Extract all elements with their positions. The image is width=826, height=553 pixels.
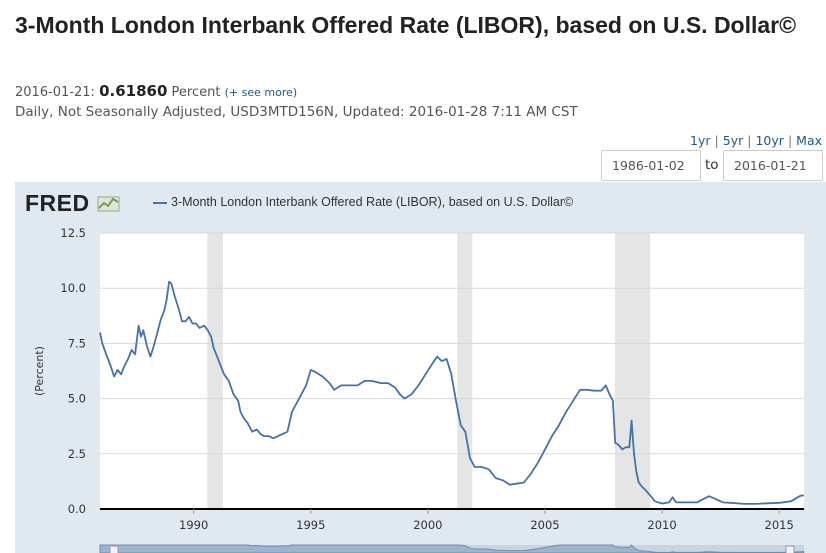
grid-lines: [100, 232, 804, 455]
y-tick-label: 10.0: [60, 281, 86, 295]
y-axis-label: (Percent): [33, 346, 46, 396]
range-separator: |: [714, 133, 719, 148]
x-tick-label: 2010: [647, 518, 676, 532]
navigator-strip[interactable]: [99, 544, 805, 553]
range-separator: |: [787, 133, 793, 148]
fred-chart-icon: [97, 196, 120, 212]
range-5yr-link[interactable]: 5yr: [722, 133, 744, 148]
recession-shading: [207, 233, 651, 509]
navigator-series: [99, 544, 805, 553]
end-date-input[interactable]: [723, 150, 823, 181]
recession-band: [207, 233, 223, 509]
range-separator: |: [747, 133, 752, 148]
y-axis-ticks: 0.0 2.5 5.0 7.5 10.0 12.5: [60, 226, 86, 516]
fred-logo-text: FRED: [25, 190, 90, 216]
plot-background: [100, 233, 804, 509]
navigator-handle-left[interactable]: [109, 545, 119, 553]
fred-logo: FRED: [25, 190, 121, 217]
navigator-handle-right[interactable]: [785, 545, 795, 553]
range-links: 1yr | 5yr | 10yr | Max: [690, 133, 822, 148]
recession-band: [615, 233, 651, 509]
x-tick-label: 2005: [530, 518, 559, 532]
x-tick-label: 2015: [765, 518, 794, 532]
latest-value: 0.61860: [99, 82, 168, 100]
libor-series-line: [99, 280, 804, 505]
latest-observation: 2016-01-21: 0.61860 Percent (+ see more): [15, 82, 297, 100]
start-date-input[interactable]: [601, 150, 701, 181]
x-tick-label: 1990: [179, 518, 208, 532]
y-tick-label: 7.5: [68, 336, 86, 350]
series-layer: [99, 280, 804, 505]
x-tick-label: 2000: [413, 518, 442, 532]
to-label: to: [705, 157, 719, 173]
recession-band: [457, 233, 473, 509]
x-axis-ticks: 1990 1995 2000 2005 2010 2015: [179, 509, 794, 532]
range-10yr-link[interactable]: 10yr: [755, 133, 784, 148]
range-1yr-link[interactable]: 1yr: [690, 133, 711, 148]
legend-swatch: [153, 201, 167, 204]
see-more-link[interactable]: (+ see more): [224, 86, 298, 99]
series-title: 3-Month London Interbank Offered Rate (L…: [15, 12, 797, 38]
y-tick-label: 12.5: [60, 226, 86, 240]
legend-label: 3-Month London Interbank Offered Rate (L…: [171, 195, 574, 209]
chart-legend: 3-Month London Interbank Offered Rate (L…: [153, 195, 573, 209]
y-tick-label: 5.0: [68, 392, 86, 406]
x-tick-label: 1995: [296, 518, 325, 532]
latest-units: Percent: [171, 85, 221, 100]
y-tick-label: 0.0: [68, 502, 86, 516]
y-tick-label: 2.5: [68, 447, 86, 461]
range-max-link[interactable]: Max: [796, 133, 822, 148]
latest-date: 2016-01-21:: [15, 85, 95, 100]
series-metadata: Daily, Not Seasonally Adjusted, USD3MTD1…: [15, 104, 578, 120]
